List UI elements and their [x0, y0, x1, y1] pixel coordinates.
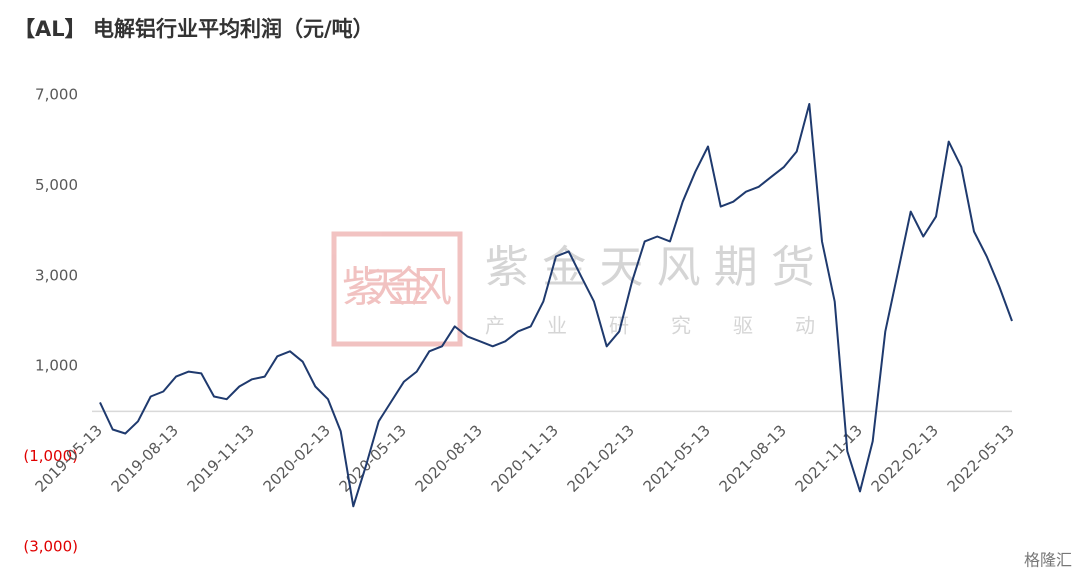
x-tick-label: 2020-05-13: [336, 421, 410, 495]
y-tick-label: 3,000: [35, 266, 78, 284]
watermark-brand: 紫金天风期货: [485, 242, 815, 293]
x-tick-label: 2021-02-13: [564, 421, 638, 495]
y-tick-label: (1,000): [23, 447, 78, 465]
y-tick-label: 7,000: [35, 86, 78, 104]
watermark: 紫天金风 紫金天风期货 产业研究驱动: [331, 231, 815, 347]
x-tick-label: 2021-08-13: [716, 421, 790, 495]
chart-title: 【AL】 电解铝行业平均利润（元/吨）: [14, 17, 374, 41]
data-line: [99, 103, 1013, 508]
x-tick-label: 2020-11-13: [488, 421, 562, 495]
x-tick-label: 2019-11-13: [184, 421, 258, 495]
watermark-seal-frame: [331, 231, 463, 347]
x-tick-label: 2021-11-13: [792, 421, 866, 495]
x-tick-label: 2022-05-13: [944, 421, 1018, 495]
y-tick-label: (3,000): [23, 538, 78, 556]
y-tick-label: 5,000: [35, 176, 78, 194]
source-logo: 格隆汇: [1024, 551, 1072, 570]
x-tick-label: 2020-02-13: [260, 421, 334, 495]
watermark-seal: 紫天金风: [342, 263, 452, 312]
y-tick-label: 1,000: [35, 357, 78, 375]
x-tick-label: 2022-02-13: [868, 421, 942, 495]
x-tick-label: 2021-05-13: [640, 421, 714, 495]
x-tick-label: 2020-08-13: [412, 421, 486, 495]
